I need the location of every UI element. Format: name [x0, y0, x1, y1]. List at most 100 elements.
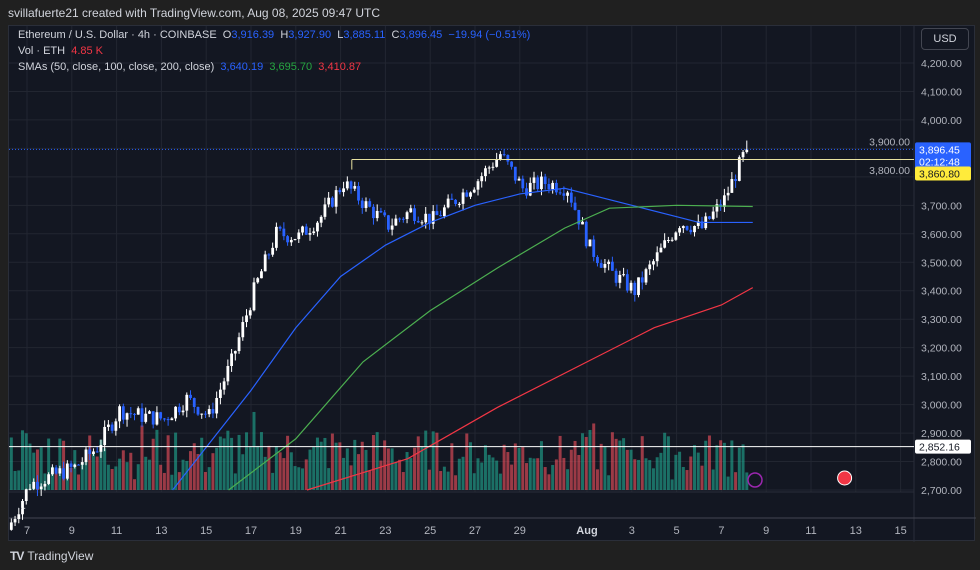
volume-bar [364, 449, 368, 490]
candle-body [330, 197, 334, 207]
candle-body [185, 394, 189, 411]
candle-body [271, 247, 275, 255]
volume-bar [47, 438, 51, 490]
sma-legend: SMAs (50, close, 100, close, 200, close)… [18, 61, 361, 73]
volume-bar [286, 435, 290, 490]
volume-bar [689, 456, 693, 490]
candle-body [584, 221, 588, 247]
volume-bar [21, 430, 25, 490]
candle-body [136, 408, 140, 415]
tradingview-logo[interactable]: TV TradingView [10, 549, 93, 563]
candle-body [166, 419, 170, 421]
volume-bar [696, 452, 700, 490]
price-tick-label: 3,700.00 [921, 200, 962, 212]
volume-bar [271, 472, 275, 490]
volume-bar [274, 446, 278, 490]
volume-bar [472, 473, 476, 490]
candle-body [577, 209, 581, 225]
volume-bar [734, 472, 738, 490]
sma-label[interactable]: SMAs (50, close, 100, close, 200, close) [18, 61, 215, 73]
volume-bar [230, 437, 234, 490]
candle-body [648, 264, 652, 270]
volume-bar [323, 437, 327, 490]
volume-bar [50, 466, 54, 490]
candle-body [696, 221, 700, 227]
volume-bar [297, 467, 301, 490]
price-tick-label: 3,000.00 [921, 400, 962, 412]
volume-bar [525, 463, 529, 490]
candle-body [745, 149, 749, 153]
volume-bar [577, 454, 581, 490]
high-value: 3,927.90 [288, 29, 332, 41]
candle-body [457, 203, 461, 205]
candle-body [357, 186, 360, 201]
volume-bar [95, 456, 99, 490]
candle-body [596, 256, 599, 264]
candle-body [386, 215, 390, 230]
candle-body [670, 239, 674, 241]
candle-body [517, 178, 521, 181]
candle-body [222, 381, 226, 390]
volume-bar [200, 437, 204, 490]
volume-bar [551, 464, 555, 490]
event-icon [747, 472, 763, 488]
sma100-value: 3,695.70 [269, 61, 313, 73]
candle-body [614, 270, 618, 283]
candle-body [256, 278, 260, 283]
candle-body [260, 271, 263, 279]
candle-body [454, 199, 457, 204]
volume-bar [185, 460, 189, 490]
volume-bar [741, 444, 745, 490]
volume-bar [450, 443, 454, 490]
candle-body [484, 168, 487, 177]
price-chart[interactable]: 3,896.4502:12:483,860.802,852.164,200.00… [9, 26, 976, 542]
candle-body [480, 176, 484, 182]
candle-body [196, 407, 200, 415]
candle-body [666, 240, 670, 242]
volume-bar [278, 452, 282, 490]
candle-body [278, 226, 282, 229]
candle-body [711, 211, 715, 219]
candle-body [237, 337, 241, 352]
volume-bar [681, 467, 685, 490]
volume-bar [622, 438, 626, 490]
candle-body [405, 212, 409, 220]
symbol-label[interactable]: Ethereum / U.S. Dollar · 4h · COINBASE [18, 29, 217, 41]
volume-bar [241, 454, 245, 490]
volume-bar [465, 433, 469, 490]
candle-body [36, 481, 39, 490]
volume-label[interactable]: Vol · ETH [18, 45, 66, 57]
volume-bar [424, 430, 428, 490]
currency-button[interactable]: USD [921, 28, 969, 50]
candle-body [43, 483, 47, 487]
volume-bar [655, 457, 659, 490]
volume-bar [215, 447, 219, 490]
candle-body [566, 192, 569, 196]
time-tick-label: 21 [334, 525, 346, 537]
volume-bar [547, 474, 551, 490]
candle-body [487, 167, 491, 169]
volume-bar [413, 447, 417, 490]
candle-body [551, 182, 555, 190]
candle-body [715, 204, 719, 212]
ohlc-legend: Ethereum / U.S. Dollar · 4h · COINBASE O… [18, 29, 530, 41]
volume-bar [640, 436, 644, 490]
candle-body [21, 501, 24, 515]
time-tick-label: 29 [514, 525, 526, 537]
candle-body [84, 449, 88, 463]
volume-bar [390, 448, 394, 490]
volume-bar [69, 467, 73, 490]
candle-body [681, 226, 685, 229]
resistance-label: 3,860.80 [919, 169, 960, 181]
candle-body [140, 408, 144, 422]
candle-body [233, 351, 237, 354]
more-indicators-button[interactable]: ... [17, 500, 27, 512]
volume-bar [218, 436, 222, 490]
volume-bar [584, 436, 588, 490]
high-label: H [280, 29, 289, 41]
time-tick-label: 15 [894, 525, 906, 537]
chart-frame[interactable]: 3,896.45 02:12:48 3,860.80 2,852.16 4,200.00… [8, 25, 976, 542]
brand-label: TradingView [27, 549, 94, 563]
volume-bar [330, 433, 334, 490]
volume-bar [521, 447, 525, 490]
